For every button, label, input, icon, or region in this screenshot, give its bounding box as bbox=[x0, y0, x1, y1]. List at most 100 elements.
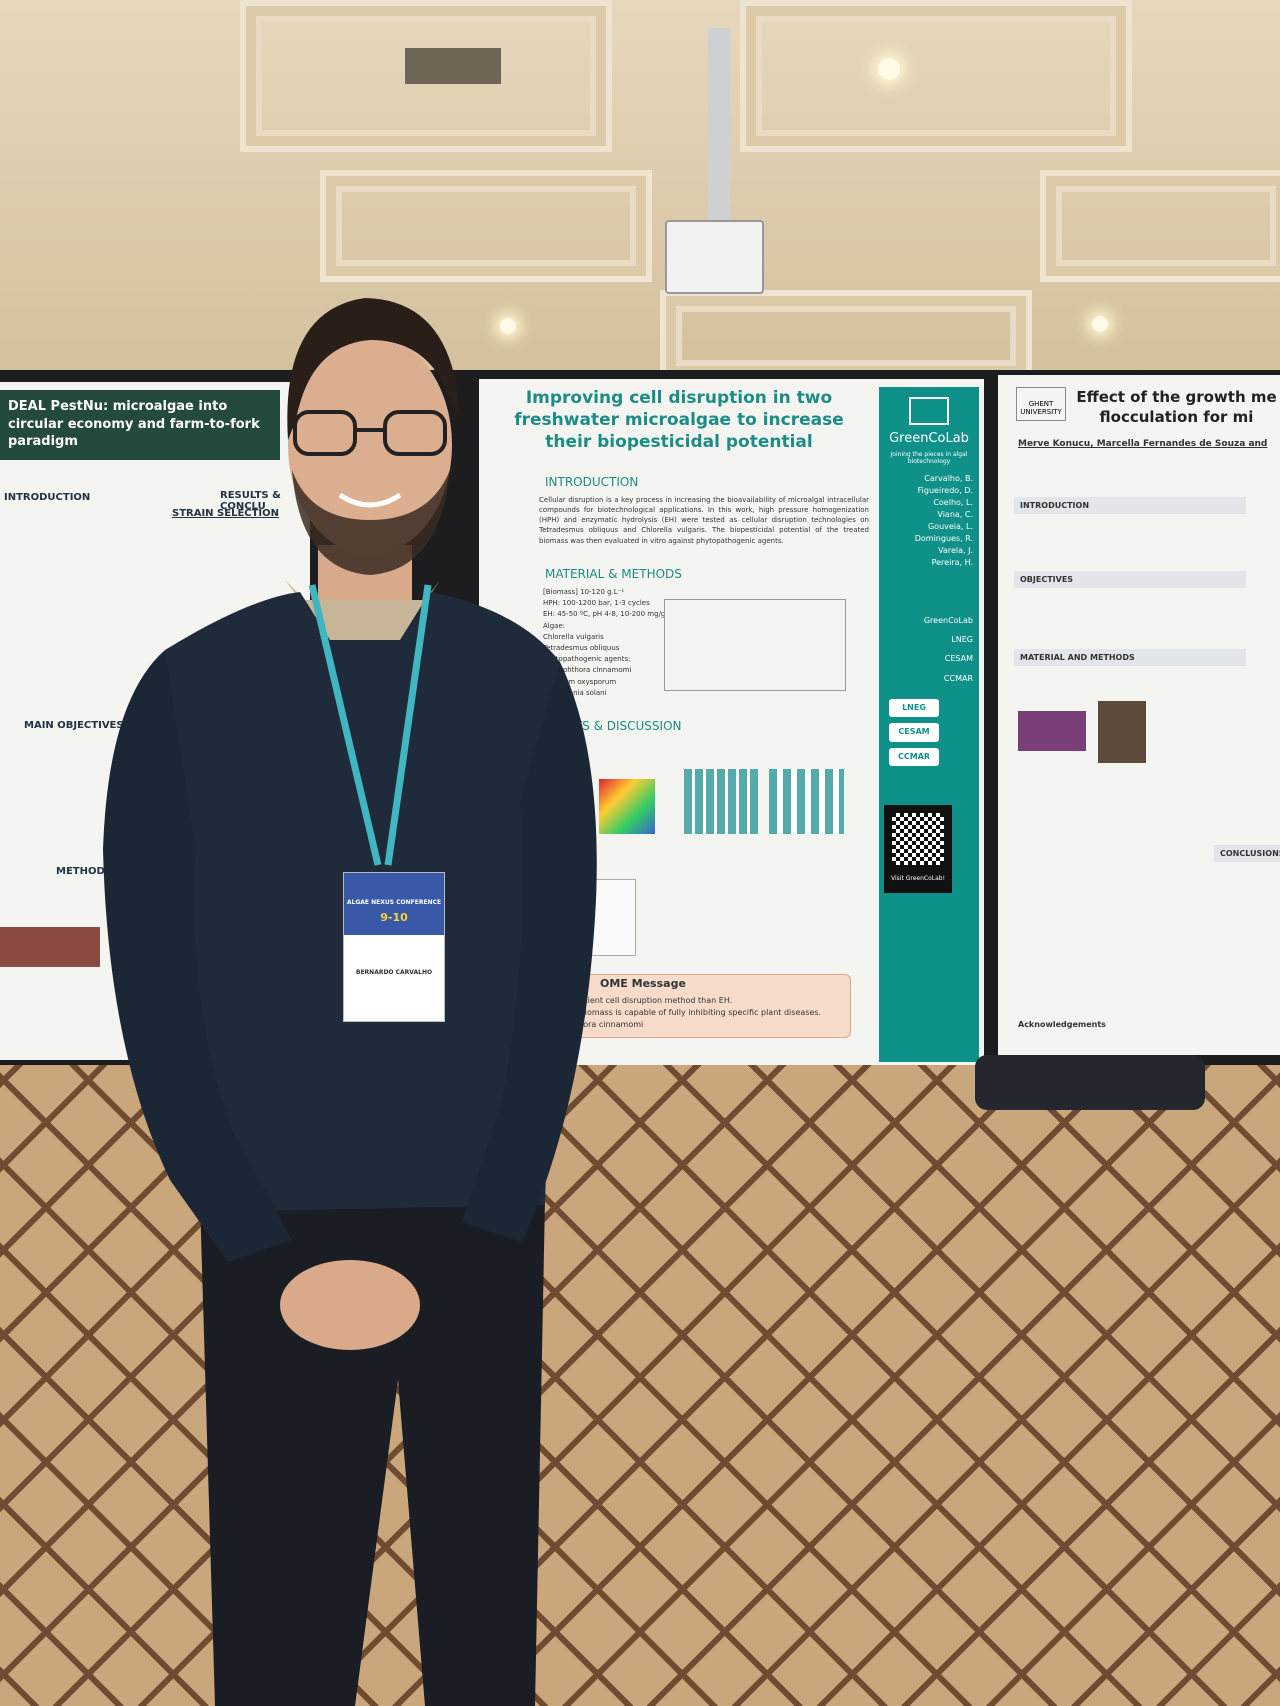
section-heading: INTRODUCTION bbox=[1014, 497, 1246, 514]
home-message: OME Message re efficient cell disruption… bbox=[549, 974, 851, 1038]
section-heading: Acknowledgements bbox=[1018, 1020, 1106, 1029]
section-heading: OBJECTIVES bbox=[1014, 571, 1246, 588]
photo-figure bbox=[1018, 711, 1086, 751]
process-diagram bbox=[664, 599, 846, 691]
heatmap-figure bbox=[599, 779, 655, 834]
beard bbox=[292, 470, 450, 575]
sleeve bbox=[462, 662, 597, 1242]
ceiling-coffer bbox=[740, 0, 1132, 152]
list-item: Phytopathogenic agents: bbox=[543, 655, 631, 664]
list-item: Viana, C. bbox=[937, 510, 973, 519]
trousers bbox=[200, 1200, 545, 1706]
methods-list: [Biomass] 10-120 g.L⁻¹ HPH: 100-1200 bar,… bbox=[543, 587, 665, 699]
photo-figure bbox=[1098, 701, 1146, 763]
logo-text: GreenCoLab bbox=[889, 431, 969, 446]
list-item: Tetradesmus obliquus bbox=[543, 643, 620, 652]
badge-header bbox=[344, 873, 444, 935]
list-item: flocculation for mi bbox=[1099, 408, 1254, 427]
poster-title: Improving cell disruption in two freshwa… bbox=[514, 388, 844, 453]
section-heading: MATERIAL AND METHODS bbox=[1014, 649, 1246, 666]
list-item: re efficient cell disruption method than… bbox=[560, 996, 733, 1005]
list-item: Algae: bbox=[543, 621, 566, 630]
affiliation-list: GreenCoLab LNEG CESAM CCMAR bbox=[924, 611, 973, 688]
list-item: CCMAR bbox=[943, 673, 973, 683]
bar-chart-figure bbox=[684, 769, 759, 834]
ceiling bbox=[0, 0, 1280, 382]
list-item: Fusarium oxysporum bbox=[543, 677, 617, 686]
list-item: Varela, J. bbox=[938, 546, 973, 555]
ceiling-coffer bbox=[320, 170, 652, 282]
poster-title: DEAL PestNu: microalgae into circular ec… bbox=[0, 390, 280, 460]
list-item: Figueiredo, D. bbox=[917, 486, 973, 495]
sidebar: GreenCoLab Joining the pieces in algal b… bbox=[879, 387, 979, 1062]
list-item: Effect of the growth me bbox=[1076, 388, 1277, 406]
list-item: EH: 45-50 ºC, pH 4-8, 10-200 mg/g bbox=[543, 610, 666, 619]
hands bbox=[280, 1260, 420, 1350]
intro-text: Cellular disruption is a key process in … bbox=[539, 496, 869, 545]
message-lines: re efficient cell disruption method than… bbox=[560, 995, 821, 1031]
list-item: lgae biomass is capable of fully inhibit… bbox=[560, 1008, 822, 1017]
list-item: Phytophthora cinnamomi bbox=[543, 666, 632, 675]
list-item: Carvalho, B. bbox=[924, 474, 973, 483]
ceiling-light bbox=[500, 318, 516, 334]
ceiling-coffer bbox=[1040, 170, 1280, 282]
section-heading: CONCLUSIONS bbox=[1214, 845, 1280, 862]
list-item: CCMAR bbox=[889, 747, 939, 767]
list-item: GreenCoLab bbox=[923, 616, 973, 625]
list-item: LNEG bbox=[951, 635, 973, 645]
partner-logos: LNEG CESAM CCMAR bbox=[889, 699, 939, 772]
glasses bbox=[383, 410, 447, 456]
ceiling-light bbox=[878, 58, 900, 80]
smile bbox=[338, 492, 402, 508]
list-item: Gouveia, L. bbox=[927, 522, 973, 531]
section-heading: STRAIN SELECTION bbox=[172, 508, 280, 519]
qr-pattern bbox=[892, 813, 944, 865]
name-badge: ALGAE NEXUS CONFERENCE 9-10 BERNARDO CAR… bbox=[343, 872, 445, 1022]
projector bbox=[665, 220, 764, 294]
list-item: HPH: 100-1200 bar, 1-3 cycles bbox=[543, 599, 650, 608]
list-item: Pereira, H. bbox=[931, 558, 973, 567]
qr-code: Visit GreenCoLab! bbox=[884, 805, 952, 893]
bag bbox=[975, 1055, 1205, 1110]
author-line: Merve Konucu, Marcella Fernandes de Souz… bbox=[1018, 439, 1268, 449]
right-poster: GHENT UNIVERSITY Effect of the growth me… bbox=[998, 375, 1280, 1055]
list-item: Chlorella vulgaris bbox=[543, 632, 604, 641]
ceiling-light bbox=[1092, 316, 1108, 332]
photo-figure bbox=[0, 927, 100, 967]
section-heading: INTRODUCTION bbox=[4, 492, 91, 503]
section-heading: ULTS & DISCUSSION bbox=[561, 719, 682, 733]
poster-title: Effect of the growth me flocculation for … bbox=[1073, 387, 1280, 428]
qr-caption: Visit GreenCoLab! bbox=[891, 875, 945, 882]
ceiling-coffer bbox=[240, 0, 612, 152]
face bbox=[288, 335, 452, 555]
lanyard bbox=[308, 584, 432, 866]
list-item: Coelho, L. bbox=[933, 498, 973, 507]
section-heading: INTRODUCTION bbox=[545, 475, 639, 489]
badge-name: BERNARDO CARVALHO bbox=[355, 969, 433, 976]
section-heading: MATERIAL & METHODS bbox=[545, 567, 682, 581]
list-item: [Biomass] 10-120 g.L⁻¹ bbox=[543, 588, 625, 596]
list-item: ophthora cinnamomi bbox=[560, 1020, 644, 1029]
list-item: Rhizoctonia solani bbox=[543, 688, 607, 697]
badge-dates: 9-10 bbox=[380, 911, 408, 924]
sleeve bbox=[103, 650, 292, 1262]
hair bbox=[287, 298, 460, 440]
bar-chart-figure bbox=[769, 769, 844, 834]
section-heading: METHODS bbox=[56, 866, 112, 877]
glasses bbox=[293, 410, 357, 456]
list-item: LNEG bbox=[889, 699, 939, 718]
projector-pole bbox=[708, 28, 730, 228]
section-heading: MAIN OBJECTIVES bbox=[24, 720, 124, 731]
list-item: CESAM bbox=[944, 654, 973, 664]
air-vent bbox=[405, 48, 501, 84]
author-list: Carvalho, B. Figueiredo, D. Coelho, L. Vian… bbox=[915, 473, 973, 569]
section-heading: RESULTS & CONCLU bbox=[220, 490, 281, 512]
tagline: Joining the pieces in algal biotechnolog… bbox=[890, 451, 968, 465]
institution-logo: GHENT UNIVERSITY bbox=[1016, 387, 1066, 421]
list-item: CESAM bbox=[889, 723, 939, 742]
list-item: Domingues, R. bbox=[914, 534, 973, 543]
section-heading: OME Message bbox=[600, 977, 686, 990]
